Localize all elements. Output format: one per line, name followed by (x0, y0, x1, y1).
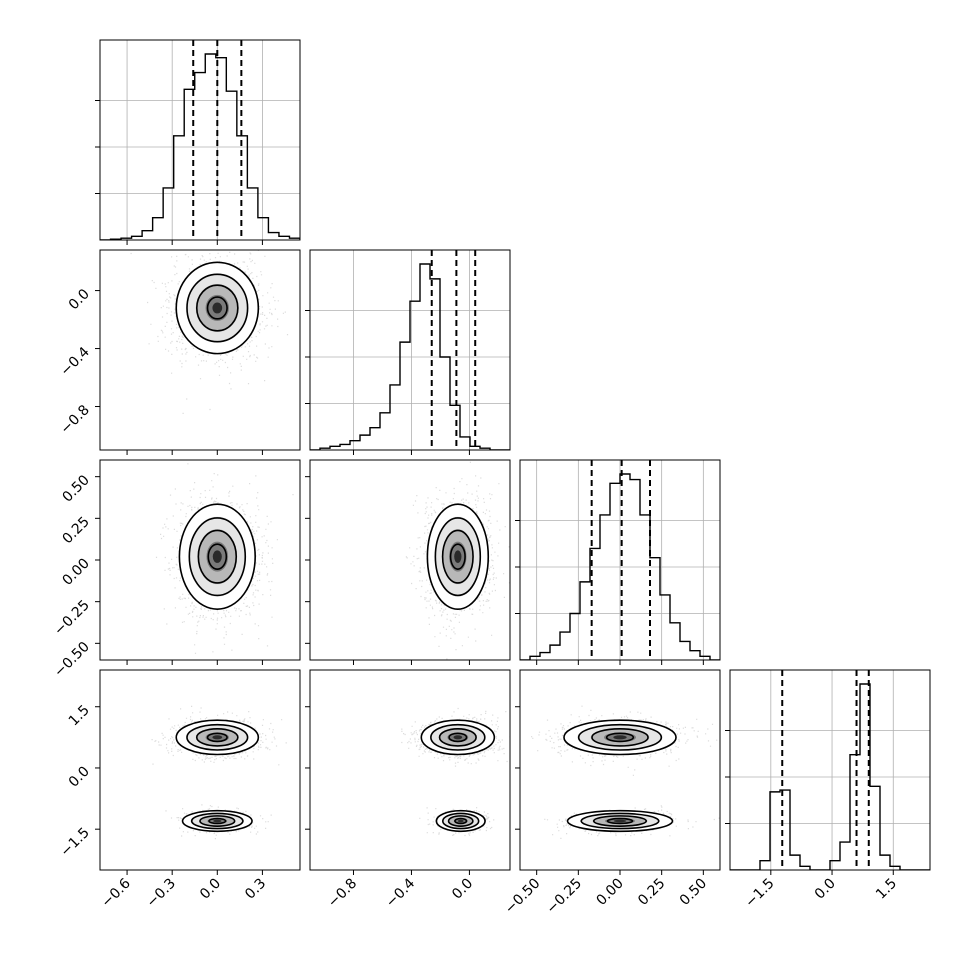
scatter-points (155, 463, 294, 654)
histogram-series (100, 53, 300, 240)
hist-panel-3 (515, 459, 721, 665)
contour-line (580, 812, 660, 830)
density-fill (213, 819, 222, 823)
density-fill (454, 550, 462, 563)
x-tick-label: 1.5 (873, 876, 900, 903)
contour-line (606, 817, 634, 825)
contour-line (207, 543, 228, 570)
panel-frame (519, 669, 721, 871)
panel-frame (309, 249, 511, 451)
panel-frame (99, 669, 301, 871)
contour-line (454, 817, 468, 825)
contour-line (188, 517, 247, 597)
y-tick-label: 1.5 (66, 702, 93, 729)
x-tick-label: 0.25 (635, 876, 668, 909)
contour-line (441, 812, 480, 830)
contour-line (199, 815, 236, 827)
contour-line (426, 503, 490, 610)
contour-line (206, 732, 228, 743)
x-tick-label: 0.50 (677, 876, 710, 909)
x-tick-label: −0.50 (502, 876, 544, 918)
histogram-series (520, 473, 720, 660)
contour-line (605, 732, 635, 743)
histogram-series (730, 683, 930, 870)
contour-line (186, 723, 249, 751)
contour-line (591, 727, 649, 747)
contour-line (178, 503, 256, 610)
contour-line (563, 719, 677, 756)
x-tick-label: −0.3 (144, 876, 179, 911)
y-tick-label: −0.4 (57, 344, 92, 379)
x-tick-label: 0.3 (242, 876, 269, 903)
contour-line (195, 727, 239, 747)
scatter-panel-2-1 (95, 249, 301, 455)
hist-panel-2 (305, 249, 511, 455)
scatter-points (405, 461, 510, 660)
contour-line (592, 815, 648, 827)
x-tick-label: 0.0 (449, 876, 476, 903)
contour-line (190, 812, 244, 830)
contour-line (434, 517, 482, 597)
scatter-panel-3-1 (95, 459, 301, 665)
y-tick-label: −0.50 (51, 639, 93, 681)
contour-line (448, 732, 468, 743)
panel-frame (99, 39, 301, 241)
contour-line (449, 543, 466, 570)
panel-frame (309, 669, 511, 871)
contour-line (435, 809, 486, 833)
x-tick-label: −0.6 (99, 875, 134, 910)
y-tick-label: 0.00 (59, 556, 92, 589)
x-tick-label: −1.5 (742, 876, 777, 911)
hist-panel-1 (95, 39, 301, 245)
density-fill (613, 735, 627, 740)
contour-line (175, 719, 260, 756)
contour-line (577, 723, 663, 751)
contour-line (566, 809, 674, 833)
contour-line (206, 296, 228, 320)
histogram-series (310, 263, 510, 450)
contour-line (438, 727, 477, 747)
density-fill (613, 819, 627, 823)
contour-line (430, 723, 486, 751)
y-tick-label: −0.25 (51, 597, 93, 639)
x-tick-label: 0.00 (593, 876, 626, 909)
contour-line (420, 719, 496, 756)
y-tick-label: 0.0 (66, 763, 93, 790)
contour-line (175, 261, 260, 355)
contour-line (447, 815, 474, 827)
hist-panel-4 (725, 669, 931, 875)
scatter-panel-4-3 (515, 669, 721, 875)
x-tick-label: −0.25 (544, 876, 586, 918)
density-fill (457, 819, 464, 823)
contour-line (197, 529, 238, 584)
y-tick-label: −1.5 (57, 825, 92, 860)
contour-line (186, 273, 249, 343)
density-fill (212, 735, 223, 740)
x-tick-label: −0.4 (383, 875, 418, 910)
contour-line (208, 817, 227, 825)
y-tick-label: 0.50 (59, 472, 92, 505)
scatter-panel-4-1 (95, 669, 301, 875)
x-tick-label: 0.0 (197, 876, 224, 903)
scatter-panel-4-2 (305, 669, 511, 875)
density-fill (453, 735, 463, 740)
contour-line (195, 284, 239, 332)
panel-frame (729, 669, 931, 871)
x-tick-label: 0.0 (812, 876, 839, 903)
x-tick-label: −0.8 (325, 876, 360, 911)
scatter-panel-3-2 (305, 459, 511, 665)
y-tick-label: 0.0 (66, 286, 93, 313)
panel-frame (99, 249, 301, 451)
density-fill (212, 302, 223, 314)
y-tick-label: 0.25 (59, 514, 92, 547)
contour-line (441, 529, 474, 584)
contour-line (181, 809, 253, 833)
density-fill (212, 550, 222, 563)
y-tick-label: −0.8 (57, 402, 92, 437)
